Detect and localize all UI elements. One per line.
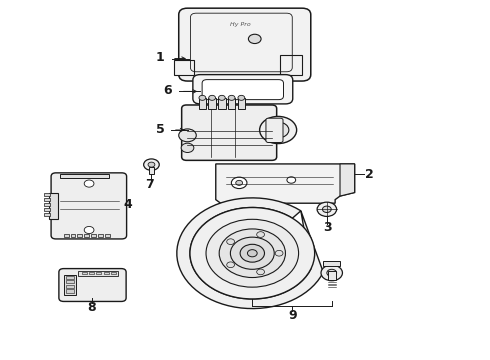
Bar xyxy=(66,280,74,283)
FancyBboxPatch shape xyxy=(59,269,126,301)
Bar xyxy=(66,276,74,279)
Circle shape xyxy=(327,269,337,276)
FancyBboxPatch shape xyxy=(193,75,293,104)
Text: 7: 7 xyxy=(146,178,154,191)
Circle shape xyxy=(190,207,315,299)
Circle shape xyxy=(275,250,283,256)
Circle shape xyxy=(248,34,261,44)
Bar xyxy=(66,289,74,293)
Bar xyxy=(323,261,341,266)
Text: 2: 2 xyxy=(365,168,373,181)
Circle shape xyxy=(317,202,337,216)
Bar xyxy=(82,272,87,274)
Circle shape xyxy=(219,95,225,100)
Text: 3: 3 xyxy=(323,221,332,234)
Text: 6: 6 xyxy=(164,84,172,97)
Circle shape xyxy=(209,95,216,100)
Circle shape xyxy=(238,95,245,100)
Circle shape xyxy=(260,116,296,144)
Bar xyxy=(66,285,74,288)
Bar xyxy=(44,208,50,211)
Bar xyxy=(328,271,336,280)
FancyBboxPatch shape xyxy=(266,118,283,143)
Bar xyxy=(104,272,109,274)
Bar xyxy=(238,98,245,109)
Circle shape xyxy=(148,162,155,167)
Bar xyxy=(84,234,89,237)
Text: 1: 1 xyxy=(155,51,164,64)
FancyBboxPatch shape xyxy=(202,80,284,100)
Circle shape xyxy=(199,95,206,100)
Bar xyxy=(44,193,50,197)
Bar xyxy=(208,98,216,109)
Bar xyxy=(64,275,76,295)
Circle shape xyxy=(84,226,94,234)
Circle shape xyxy=(179,129,196,142)
Polygon shape xyxy=(177,198,323,309)
Bar xyxy=(71,234,75,237)
Bar xyxy=(44,213,50,216)
Bar xyxy=(64,234,69,237)
Bar xyxy=(111,272,116,274)
Polygon shape xyxy=(340,164,355,196)
Circle shape xyxy=(228,95,235,100)
Circle shape xyxy=(236,180,243,185)
Circle shape xyxy=(230,237,274,269)
FancyBboxPatch shape xyxy=(182,105,277,160)
Circle shape xyxy=(287,177,295,183)
Bar xyxy=(97,272,101,274)
Circle shape xyxy=(274,127,283,133)
Bar xyxy=(60,174,109,178)
FancyBboxPatch shape xyxy=(51,173,126,239)
Text: 4: 4 xyxy=(123,198,132,211)
Circle shape xyxy=(257,232,265,237)
Circle shape xyxy=(321,265,343,281)
Circle shape xyxy=(144,159,159,170)
Circle shape xyxy=(219,229,286,278)
Bar xyxy=(91,234,96,237)
Bar xyxy=(98,234,103,237)
Bar xyxy=(199,98,206,109)
Bar xyxy=(77,234,82,237)
Bar xyxy=(148,167,154,174)
Circle shape xyxy=(206,219,298,287)
Bar xyxy=(105,234,110,237)
Text: 5: 5 xyxy=(156,123,165,136)
FancyBboxPatch shape xyxy=(179,8,311,81)
Polygon shape xyxy=(216,164,355,203)
Circle shape xyxy=(231,177,247,189)
Circle shape xyxy=(322,206,331,212)
Circle shape xyxy=(240,244,265,262)
Circle shape xyxy=(181,143,194,153)
Bar xyxy=(49,193,58,219)
Circle shape xyxy=(227,262,235,267)
Text: 9: 9 xyxy=(288,309,296,322)
Bar xyxy=(44,203,50,206)
Bar xyxy=(44,198,50,202)
Circle shape xyxy=(84,180,94,187)
Bar xyxy=(228,98,235,109)
Circle shape xyxy=(257,269,265,275)
Circle shape xyxy=(247,249,257,257)
Bar xyxy=(280,55,302,75)
Bar xyxy=(174,60,194,75)
Bar xyxy=(218,98,225,109)
Text: 8: 8 xyxy=(87,301,96,314)
Text: Hy Pro: Hy Pro xyxy=(230,22,250,27)
Circle shape xyxy=(268,122,289,138)
Bar xyxy=(78,271,118,276)
Circle shape xyxy=(227,239,235,244)
Bar xyxy=(89,272,94,274)
